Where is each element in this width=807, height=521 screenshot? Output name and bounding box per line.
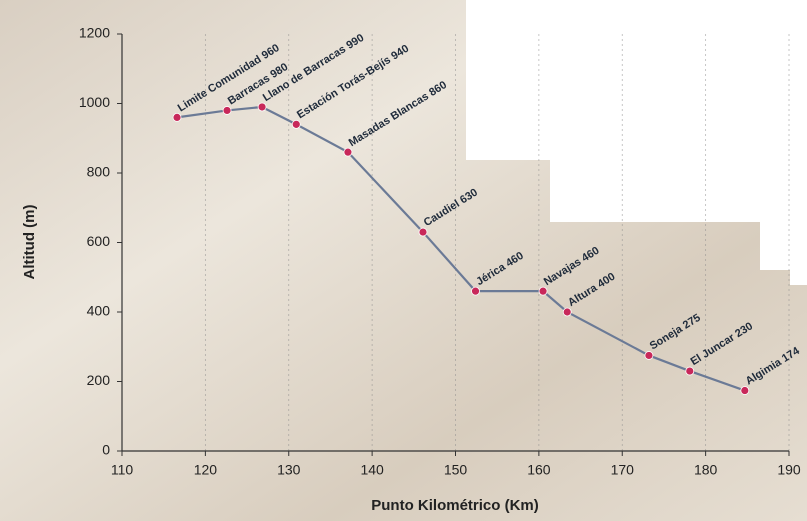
x-tick-label: 110 [111,462,134,478]
y-tick-label: 1000 [79,94,110,110]
x-tick-label: 180 [694,462,718,478]
y-tick-label: 0 [102,442,110,458]
x-tick-label: 150 [444,462,468,478]
y-tick-label: 400 [87,303,111,319]
x-tick-label: 140 [360,462,384,478]
point [644,351,654,360]
point [172,113,182,122]
x-tick-label: 190 [777,462,801,478]
point [685,366,695,376]
x-axis-label: Punto Kilométrico (Km) [371,497,539,514]
point [222,106,232,115]
y-tick-label: 1200 [79,25,110,41]
x-tick-label: 160 [527,462,551,478]
point [562,307,572,317]
x-tick-label: 120 [194,462,218,478]
y-tick-label: 200 [87,372,111,388]
point [257,102,267,112]
y-tick-label: 600 [87,233,111,249]
point [471,286,480,296]
line-series [176,105,746,392]
y-tick-label: 800 [87,164,111,180]
point [418,227,428,237]
point [343,147,353,157]
x-tick-label: 170 [611,462,635,478]
y-axis-label: Altitud (m) [21,205,38,280]
point [291,119,301,129]
point [538,286,548,296]
x-tick-label: 130 [277,462,301,478]
point [740,386,750,395]
background-cutout [466,0,807,285]
